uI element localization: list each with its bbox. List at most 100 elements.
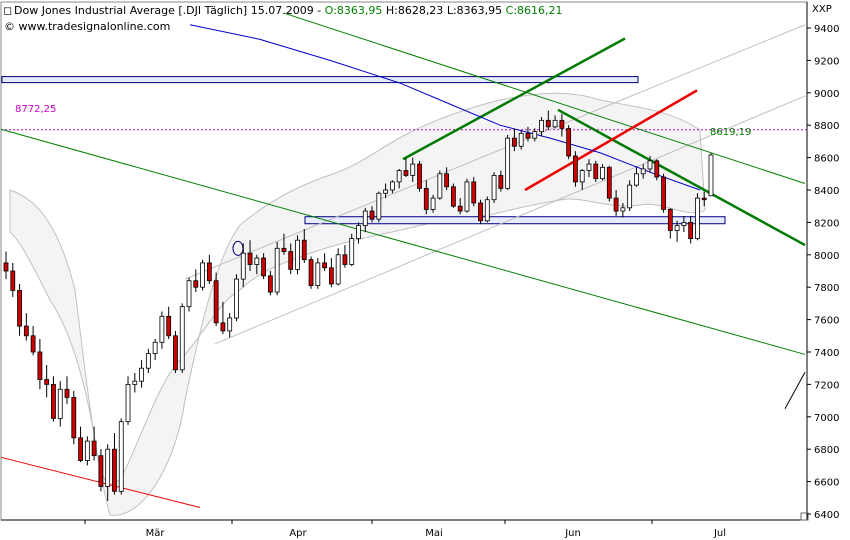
candle bbox=[91, 426, 97, 461]
candle bbox=[213, 272, 219, 327]
candle-body bbox=[166, 315, 172, 337]
candle bbox=[173, 330, 178, 374]
candle bbox=[579, 168, 585, 190]
y-tick-label-7600: 7600 bbox=[814, 316, 839, 327]
candle bbox=[437, 170, 443, 200]
svg-text:Dow Jones Industrial Average [: Dow Jones Industrial Average [.DJI Tägli… bbox=[14, 4, 563, 17]
corner-resize-handle[interactable] bbox=[800, 512, 809, 521]
candle-body bbox=[539, 119, 544, 133]
candle-body bbox=[478, 202, 483, 222]
candle bbox=[417, 160, 422, 192]
candle-body bbox=[267, 275, 273, 293]
candle bbox=[37, 339, 43, 390]
candle-body bbox=[356, 225, 361, 239]
candle-body bbox=[491, 175, 497, 201]
candle-body bbox=[342, 254, 348, 265]
candle-body bbox=[295, 239, 300, 270]
candle-body bbox=[559, 119, 565, 129]
candle-body bbox=[383, 189, 389, 194]
candle-body bbox=[403, 170, 409, 176]
candle bbox=[78, 426, 83, 463]
candle bbox=[193, 269, 199, 293]
candle-body bbox=[423, 187, 429, 210]
candle-body bbox=[695, 197, 700, 240]
candle-body bbox=[573, 155, 578, 183]
candle bbox=[17, 283, 22, 336]
candle bbox=[254, 254, 260, 275]
candle-body bbox=[240, 252, 246, 280]
candle-body bbox=[579, 170, 585, 183]
candle bbox=[674, 220, 680, 242]
candle bbox=[152, 339, 158, 361]
candle-body bbox=[335, 254, 341, 285]
trend-lines bbox=[0, 12, 807, 509]
candle bbox=[464, 178, 470, 213]
candle bbox=[274, 241, 280, 296]
candle bbox=[505, 134, 511, 190]
candle bbox=[606, 165, 612, 202]
candle-body bbox=[10, 270, 16, 291]
candle-body bbox=[139, 367, 144, 382]
candle bbox=[322, 253, 328, 271]
candle-body bbox=[600, 166, 605, 180]
candle-body bbox=[179, 306, 185, 371]
candle bbox=[315, 258, 321, 289]
candle bbox=[227, 313, 233, 338]
moving-average-line bbox=[189, 24, 701, 191]
candle bbox=[57, 381, 63, 427]
y-tick-label-7000: 7000 bbox=[814, 413, 839, 424]
low-value: L:8363,95 bbox=[447, 4, 502, 17]
candle bbox=[410, 157, 416, 182]
candle-body bbox=[288, 251, 294, 270]
candle bbox=[627, 180, 633, 212]
resistance-rectangle bbox=[1, 76, 639, 84]
green-channel-lower bbox=[0, 128, 806, 355]
candle-body bbox=[328, 267, 334, 285]
candle bbox=[559, 113, 565, 137]
candle-body bbox=[593, 163, 599, 180]
candle bbox=[159, 311, 165, 349]
candle-body bbox=[44, 379, 50, 385]
candle-body bbox=[301, 239, 307, 261]
candle-body bbox=[457, 205, 463, 212]
candle-body bbox=[376, 192, 382, 220]
candle bbox=[498, 170, 504, 192]
candle-body bbox=[525, 132, 531, 139]
bold-green-uptrend bbox=[402, 37, 626, 161]
candle bbox=[267, 271, 273, 296]
candle-body bbox=[369, 210, 375, 220]
candle bbox=[383, 183, 389, 199]
candle bbox=[634, 167, 639, 187]
candle-body bbox=[552, 119, 558, 128]
y-tick-label-6800: 6800 bbox=[814, 445, 839, 456]
x-tick-label-Mai: Mai bbox=[425, 528, 443, 539]
candle-body bbox=[261, 257, 266, 277]
candle bbox=[288, 243, 294, 275]
candle bbox=[139, 360, 144, 388]
candle bbox=[206, 254, 212, 284]
candle-body bbox=[464, 181, 470, 212]
candle bbox=[600, 164, 605, 181]
candle-body bbox=[498, 175, 504, 189]
y-tick-label-6400: 6400 bbox=[814, 510, 839, 521]
candle-body bbox=[227, 317, 233, 332]
last-close-label: 8619,19 bbox=[710, 127, 751, 138]
candle bbox=[701, 191, 707, 207]
candle-body bbox=[627, 184, 633, 209]
candle-body bbox=[362, 210, 368, 227]
candle bbox=[105, 444, 111, 502]
candle bbox=[593, 160, 599, 182]
candle bbox=[451, 183, 456, 208]
candle bbox=[491, 172, 497, 203]
y-tick-label-8000: 8000 bbox=[814, 251, 839, 262]
candle bbox=[525, 126, 531, 142]
y-tick-label-9000: 9000 bbox=[814, 89, 839, 100]
candle-body bbox=[518, 132, 524, 147]
candle bbox=[681, 215, 687, 233]
candle-body bbox=[634, 173, 639, 186]
candle bbox=[457, 198, 463, 215]
candle bbox=[471, 177, 477, 207]
x-tick-label-Mär: Mär bbox=[146, 528, 166, 539]
candle-body bbox=[586, 163, 592, 171]
